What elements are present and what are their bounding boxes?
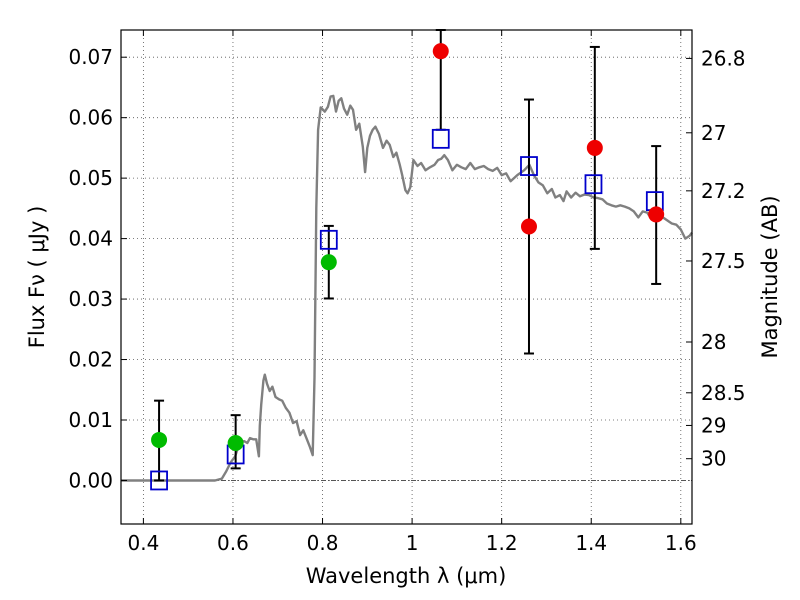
right-axis-label: Magnitude (AB)	[758, 195, 782, 358]
y-tick-label: 0.04	[68, 227, 113, 251]
magnitude-tick-label: 30	[701, 447, 726, 471]
x-tick-label: 0.6	[217, 531, 249, 555]
observed-flux-point	[151, 431, 168, 448]
x-tick-label: 0.8	[307, 531, 339, 555]
model-spectrum	[121, 94, 693, 482]
model-band-flux-square	[150, 470, 168, 491]
magnitude-tick-label: 27.5	[701, 249, 746, 273]
observed-flux-point	[586, 139, 603, 156]
y-tick-label: 0.05	[68, 166, 113, 190]
observed-flux-point	[520, 218, 537, 235]
observed-flux-point	[648, 206, 665, 223]
model-spectrum-line	[121, 94, 693, 482]
magnitude-tick-label: 27	[701, 121, 726, 145]
plot-frame	[120, 29, 693, 525]
magnitude-tick-label: 29	[701, 413, 726, 437]
x-tick-label: 1.4	[575, 531, 607, 555]
model-band-flux-square	[584, 174, 603, 195]
grid	[121, 30, 692, 524]
observed-flux-point	[320, 254, 337, 271]
y-ticks: 0.00 0.01 0.02 0.03 0.04 0.05 0.06 0.07	[68, 45, 127, 492]
observed-flux-point	[432, 43, 449, 60]
magnitude-ticks: 26.8 27 27.2 27.5 28 28.5 29 30	[686, 46, 746, 471]
magnitude-tick-label: 26.8	[701, 46, 746, 70]
magnitude-tick-label: 28	[701, 330, 726, 354]
x-tick-label: 1.2	[486, 531, 518, 555]
model-band-flux-square	[319, 229, 338, 250]
y-tick-label: 0.02	[68, 348, 113, 372]
y-tick-label: 0.06	[68, 106, 113, 130]
y-tick-label: 0.00	[68, 468, 113, 492]
y-axis-label: Flux Fν ( μJy )	[25, 206, 49, 349]
observed-flux-point	[227, 434, 244, 451]
y-tick-label: 0.03	[68, 287, 113, 311]
error-bars	[154, 29, 662, 482]
y-tick-label: 0.01	[68, 408, 113, 432]
model-band-flux-square	[431, 128, 450, 149]
x-tick-label: 0.4	[127, 531, 159, 555]
magnitude-tick-label: 28.5	[701, 381, 746, 405]
x-tick-label: 1	[406, 531, 419, 555]
y-tick-label: 0.07	[68, 45, 113, 69]
model-band-fluxes	[150, 128, 664, 491]
observed-fluxes	[151, 43, 665, 451]
x-tick-label: 1.6	[665, 531, 697, 555]
model-band-flux-square	[520, 156, 538, 176]
magnitude-tick-label: 27.2	[701, 179, 746, 203]
x-ticks: 0.4 0.6 0.8 1 1.2 1.4 1.6	[127, 30, 697, 555]
x-axis-label: Wavelength λ (μm)	[306, 564, 507, 588]
